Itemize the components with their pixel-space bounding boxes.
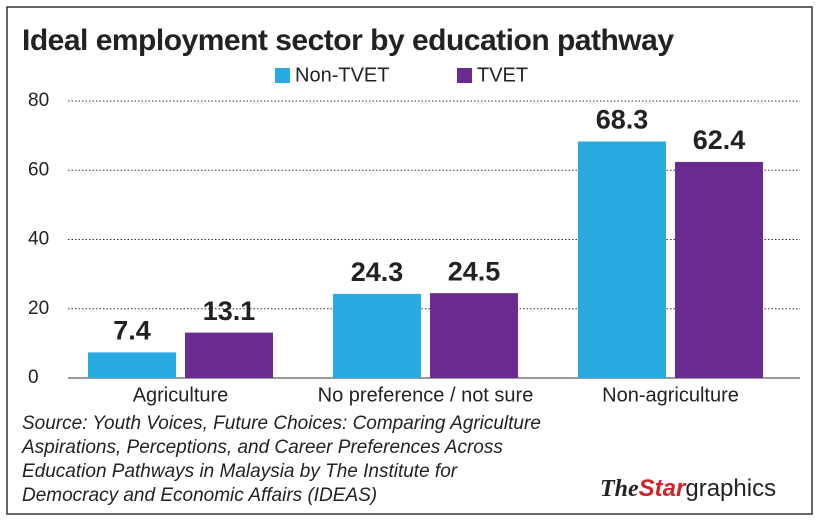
legend-swatch bbox=[275, 68, 290, 83]
bar bbox=[675, 161, 763, 378]
value-label: 24.3 bbox=[351, 257, 404, 287]
y-tick-label: 0 bbox=[28, 367, 39, 388]
value-label: 7.4 bbox=[113, 316, 151, 346]
legend-swatch bbox=[457, 68, 472, 83]
logo-part: The bbox=[600, 476, 639, 502]
value-label: 68.3 bbox=[596, 105, 649, 135]
bar bbox=[185, 332, 273, 378]
legend-label: Non-TVET bbox=[295, 64, 389, 86]
bar bbox=[333, 293, 421, 378]
logo: TheStargraphics bbox=[600, 475, 776, 502]
chart-title: Ideal employment sector by education pat… bbox=[22, 24, 674, 57]
y-tick-label: 40 bbox=[28, 229, 49, 250]
logo-part: graphics bbox=[685, 475, 776, 502]
source-note: Democracy and Economic Affairs (IDEAS) bbox=[22, 485, 377, 506]
y-tick-label: 60 bbox=[28, 159, 49, 180]
x-tick-label: Agriculture bbox=[133, 384, 229, 406]
value-label: 13.1 bbox=[203, 296, 256, 326]
y-tick-label: 80 bbox=[28, 90, 49, 111]
value-label: 62.4 bbox=[693, 125, 746, 155]
x-tick-label: No preference / not sure bbox=[318, 384, 534, 406]
source-note: Aspirations, Perceptions, and Career Pre… bbox=[21, 437, 503, 458]
bar bbox=[578, 141, 666, 378]
logo-part: Star bbox=[639, 475, 687, 502]
y-tick-label: 20 bbox=[28, 298, 49, 319]
x-tick-label: Non-agriculture bbox=[602, 384, 739, 406]
bar bbox=[430, 293, 518, 378]
frame bbox=[6, 6, 813, 515]
source-note: Source: Youth Voices, Future Choices: Co… bbox=[22, 413, 541, 434]
bar bbox=[88, 352, 176, 378]
legend-label: TVET bbox=[477, 64, 528, 86]
source-note: Education Pathways in Malaysia by The In… bbox=[22, 461, 458, 482]
value-label: 24.5 bbox=[448, 256, 501, 286]
